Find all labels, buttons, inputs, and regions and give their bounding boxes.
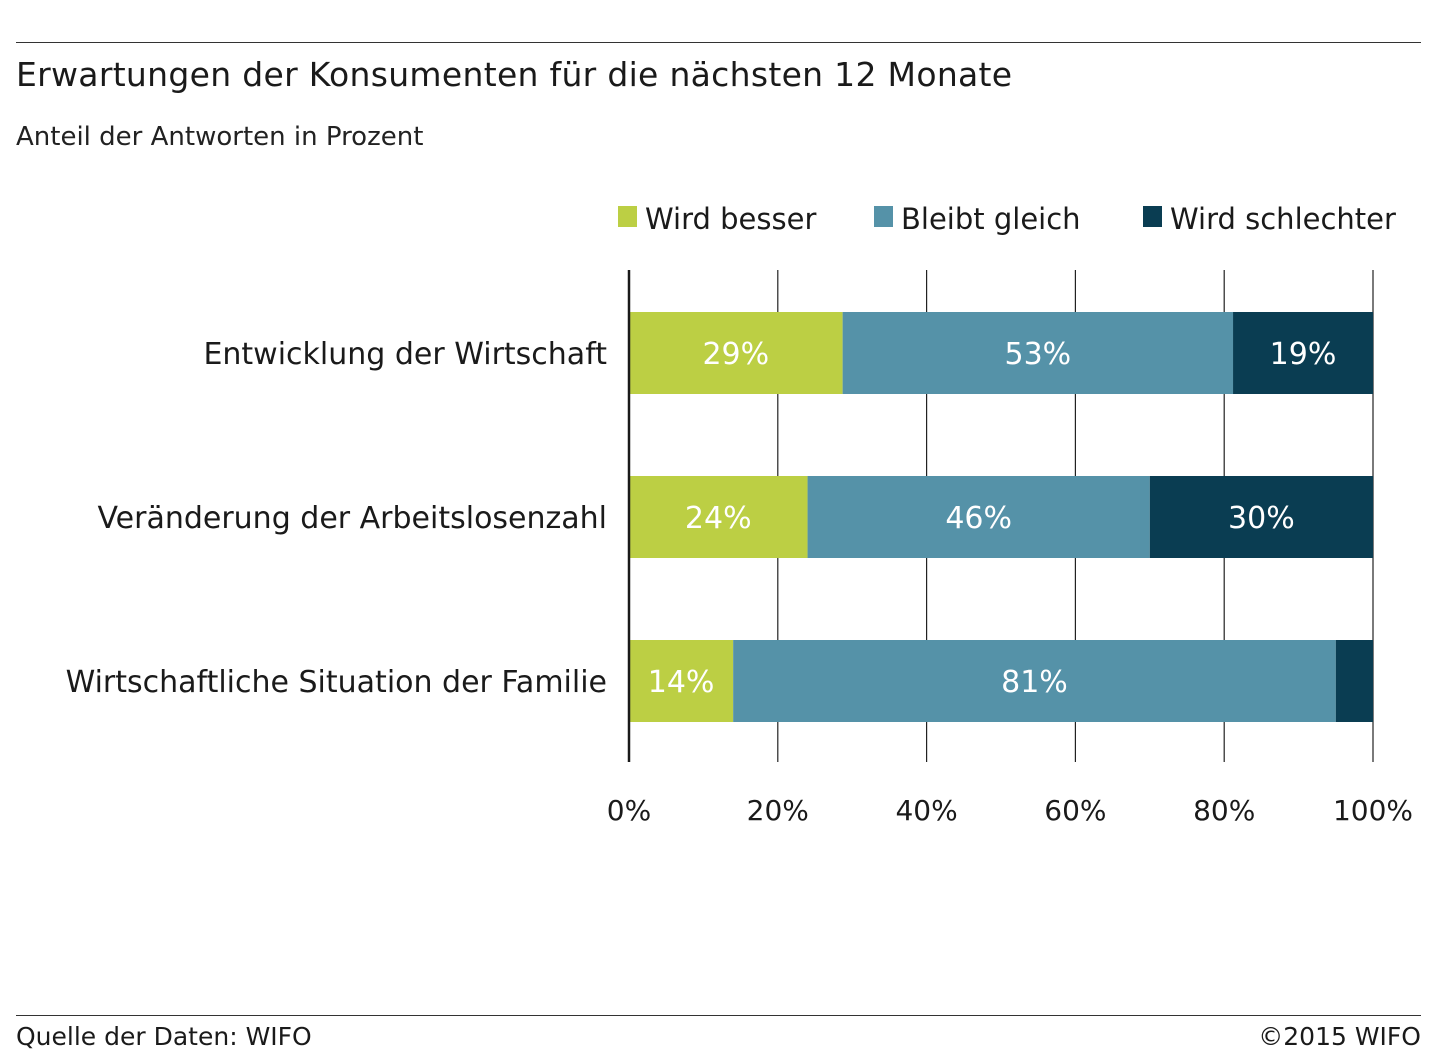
x-tick-label: 40% [895,794,957,827]
bar-segment [629,476,808,558]
bottom-rule [16,1015,1421,1016]
bar-segment [1335,640,1373,722]
chart-subtitle: Anteil der Antworten in Prozent [16,122,424,152]
bar-value-label: 24% [685,501,752,536]
bar-value-label: 30% [1228,501,1295,536]
legend: Wird besser Bleibt gleich Wird schlechter [618,202,1396,236]
bar-value-label: 14% [648,665,715,700]
legend-label: Bleibt gleich [901,202,1081,236]
category-label: Entwicklung der Wirtschaft [203,337,607,372]
source-note: Quelle der Daten: WIFO [16,1022,312,1051]
category-label: Wirtschaftliche Situation der Familie [66,665,607,700]
bar-value-label: 53% [1004,337,1071,372]
chart-area: Wird besser Bleibt gleich Wird schlechter … [66,202,1413,827]
bar-value-label: 46% [945,501,1012,536]
bar-segment [629,312,843,394]
bar-segment [807,476,1150,558]
bar-segment [733,640,1336,722]
bar-segment [629,640,734,722]
x-tick-label: 100% [1333,794,1413,827]
x-tick-label: 60% [1044,794,1106,827]
legend-swatch [618,206,637,227]
bar-segment [1233,312,1373,394]
bar-value-label: 19% [1270,337,1337,372]
legend-swatch [1143,206,1162,227]
chart-title: Erwartungen der Konsumenten für die näch… [16,55,1013,94]
bar-value-label: 29% [702,337,769,372]
bar-value-label: 81% [1001,665,1068,700]
copyright-note: ©2015 WIFO [1258,1022,1421,1051]
category-label: Veränderung der Arbeitslosenzahl [97,501,607,536]
legend-label: Wird besser [645,202,816,236]
legend-label: Wird schlechter [1170,202,1396,236]
top-rule [16,42,1421,43]
bar-segment [1149,476,1373,558]
category-labels: Entwicklung der Wirtschaft Veränderung de… [66,337,608,700]
legend-swatch [874,206,893,227]
bar-segment [842,312,1234,394]
bars: 29% 53% 19% 24% 46% 30% 14% 81% [629,312,1373,722]
x-tick-labels: 0% 20% 40% 60% 80% 100% [607,794,1413,827]
x-tick-label: 0% [607,794,651,827]
x-tick-label: 80% [1193,794,1255,827]
x-tick-label: 20% [747,794,809,827]
